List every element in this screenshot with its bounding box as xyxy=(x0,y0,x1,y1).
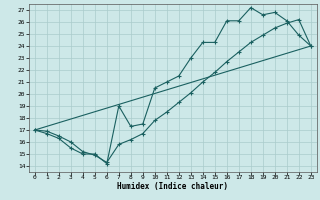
X-axis label: Humidex (Indice chaleur): Humidex (Indice chaleur) xyxy=(117,182,228,191)
